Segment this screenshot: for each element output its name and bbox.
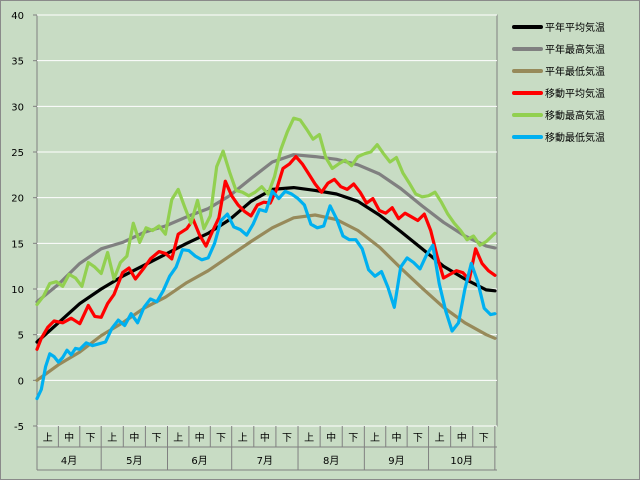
month-label: 5月 <box>126 455 142 467</box>
decade-label: 上 <box>107 432 117 444</box>
month-label: 8月 <box>323 455 339 467</box>
decade-label: 下 <box>348 433 358 444</box>
legend-label: 平年最低気温 <box>545 65 605 78</box>
y-tick-label: 5 <box>18 331 24 342</box>
series-line <box>35 186 497 344</box>
series-line <box>35 213 497 382</box>
series-line <box>35 189 497 401</box>
decade-label: 上 <box>370 432 380 444</box>
y-tick-label: 20 <box>11 194 24 205</box>
decade-label: 中 <box>391 431 401 444</box>
legend-label: 移動最低気温 <box>545 131 605 144</box>
decade-label: 上 <box>173 432 183 444</box>
decade-label: 上 <box>238 432 248 444</box>
decade-label: 上 <box>435 432 445 444</box>
decade-label: 上 <box>43 432 53 444</box>
series-line <box>35 155 497 351</box>
decade-label: 中 <box>326 431 336 444</box>
y-tick-label: 25 <box>11 148 24 159</box>
legend-label: 平年最高気温 <box>545 43 605 56</box>
decade-label: 中 <box>64 431 74 444</box>
decade-label: 下 <box>479 433 489 444</box>
decade-label: 下 <box>85 433 95 444</box>
decade-label: 中 <box>260 431 270 444</box>
decade-label: 中 <box>129 431 139 444</box>
series-line <box>35 116 497 307</box>
y-tick-label: 30 <box>11 102 24 113</box>
legend-label: 移動最高気温 <box>545 109 605 122</box>
decade-label: 中 <box>195 431 205 444</box>
month-label: 9月 <box>388 455 404 467</box>
plot-area <box>36 14 498 427</box>
month-label: 7月 <box>257 455 273 467</box>
y-tick-label: -5 <box>14 422 24 433</box>
y-tick-label: 15 <box>11 239 24 250</box>
month-label: 10月 <box>450 455 473 467</box>
y-tick-label: 40 <box>11 11 24 22</box>
decade-label: 中 <box>457 431 467 444</box>
decade-label: 下 <box>282 433 292 444</box>
month-label: 6月 <box>191 455 207 467</box>
legend-label: 移動平均気温 <box>545 87 605 100</box>
series-line <box>35 153 497 304</box>
y-tick-label: 10 <box>11 285 24 296</box>
decade-label: 上 <box>304 432 314 444</box>
legend-label: 平年平均気温 <box>545 21 605 34</box>
decade-label: 下 <box>151 433 161 444</box>
y-tick-label: 35 <box>11 57 24 68</box>
decade-label: 下 <box>413 433 423 444</box>
y-tick-label: 0 <box>18 376 24 387</box>
month-label: 4月 <box>61 455 77 467</box>
decade-label: 下 <box>216 433 226 444</box>
